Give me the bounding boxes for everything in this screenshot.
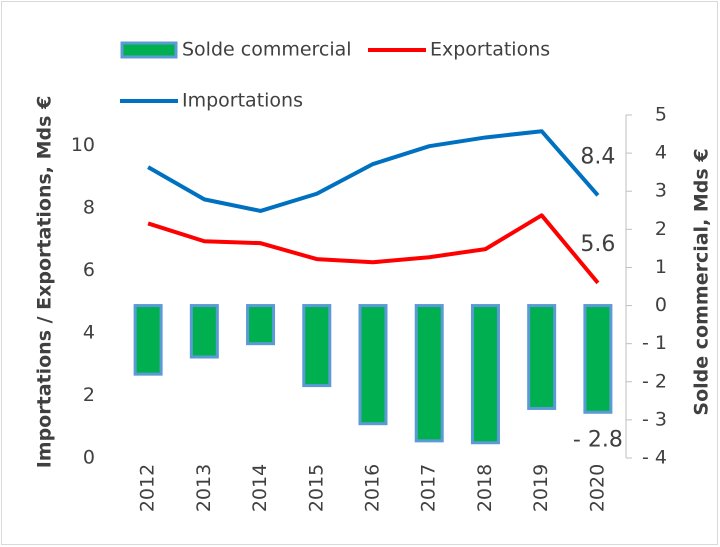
x-tick-label: 2013 xyxy=(193,464,215,512)
x-tick-label: 2020 xyxy=(586,464,608,512)
bar xyxy=(189,304,219,359)
data-label: - 2.8 xyxy=(573,427,623,452)
y-tick-label: 0 xyxy=(83,447,95,469)
y2-tick-label: 5 xyxy=(655,104,667,126)
y-axis-label: Importations / Exportations, Mds € xyxy=(34,96,56,469)
bar xyxy=(358,304,388,426)
y-tick-label: 8 xyxy=(83,196,95,218)
y2-tick-label: - 2 xyxy=(642,370,667,392)
y2-tick-label: 0 xyxy=(655,294,667,316)
x-tick-label: 2014 xyxy=(249,464,271,512)
legend-label: Solde commercial xyxy=(182,39,352,61)
y-tick-label: 2 xyxy=(83,384,95,406)
x-tick-label: 2015 xyxy=(305,464,327,512)
bar xyxy=(527,304,557,410)
y-tick-label: 4 xyxy=(83,321,95,343)
data-label: 5.6 xyxy=(580,232,615,257)
y2-tick-label: - 1 xyxy=(642,332,667,354)
bar xyxy=(470,304,500,445)
bar xyxy=(133,304,163,376)
x-tick-label: 2017 xyxy=(418,464,440,512)
data-label: 8.4 xyxy=(580,144,615,169)
y-tick-label: 10 xyxy=(71,134,95,156)
x-tick-label: 2016 xyxy=(362,464,384,512)
x-tick-label: 2012 xyxy=(137,464,159,512)
x-tick-label: 2018 xyxy=(474,464,496,512)
y2-tick-label: 2 xyxy=(655,218,667,240)
bar xyxy=(246,304,276,346)
y2-tick-label: 4 xyxy=(655,142,667,164)
y2-tick-label: 3 xyxy=(655,180,667,202)
x-tick-label: 2019 xyxy=(530,464,552,512)
y2-tick-label: - 4 xyxy=(642,447,667,469)
y2-axis-label: Solde commercial, Mds € xyxy=(691,148,713,415)
y2-tick-label: 1 xyxy=(655,256,667,278)
y-tick-label: 6 xyxy=(83,259,95,281)
bar xyxy=(414,304,444,443)
legend-label: Importations xyxy=(182,90,303,112)
legend-label: Exportations xyxy=(430,39,550,61)
line xyxy=(147,213,600,285)
bar xyxy=(302,304,332,388)
line xyxy=(147,129,600,213)
y2-tick-label: - 3 xyxy=(642,408,667,430)
legend-swatch xyxy=(120,41,178,59)
bar xyxy=(583,304,613,414)
